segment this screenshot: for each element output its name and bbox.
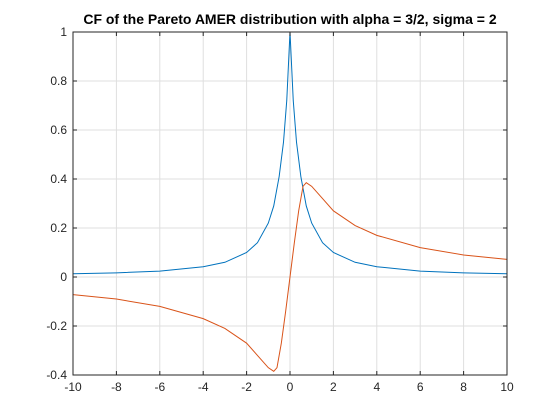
y-tick-label: -0.4 [46,368,67,382]
x-tick-label: 8 [460,380,467,394]
y-tick-label: 0 [60,270,67,284]
x-tick-label: -4 [198,380,209,394]
y-tick-label: 0.6 [50,123,67,137]
x-tick-label: 4 [373,380,380,394]
x-tick-label: 10 [500,380,514,394]
x-tick-label: -8 [111,380,122,394]
y-tick-label: 0.2 [50,221,67,235]
x-tick-label: 2 [330,380,337,394]
x-tick-label: 0 [287,380,294,394]
y-tick-label: 1 [60,25,67,39]
plot-area: -10 -8 -6 -4 -2 0 2 4 6 8 10 -0.4 -0.2 0 0.2 0.4 0.6 0.8 1 [46,25,514,394]
x-tick-label: -2 [241,380,252,394]
y-tick-label: 0.8 [50,74,67,88]
x-tick-label: -6 [154,380,165,394]
x-tick-label: -10 [64,380,82,394]
series-line-2 [72,182,508,372]
x-tick-label: 6 [417,380,424,394]
y-tick-label: -0.2 [46,319,67,333]
chart-title: CF of the Pareto AMER distribution with … [83,11,497,27]
y-tick-label: 0.4 [50,172,67,186]
